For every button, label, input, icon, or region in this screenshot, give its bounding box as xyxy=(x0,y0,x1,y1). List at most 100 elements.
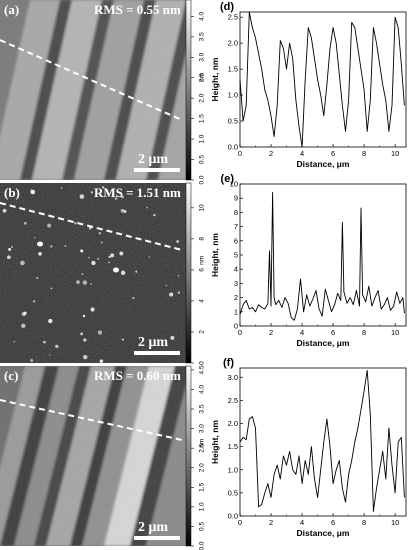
particle xyxy=(20,260,25,266)
height-profile-line xyxy=(239,11,405,148)
x-tick-label: 2 xyxy=(269,328,273,337)
x-tick-label: 4 xyxy=(300,328,304,337)
colorbar-tick-label: 2.0 xyxy=(199,93,206,102)
x-tick-label: 0 xyxy=(238,518,242,527)
particle xyxy=(108,255,111,259)
particle xyxy=(82,314,86,318)
particle xyxy=(36,276,39,280)
afm-image-b xyxy=(0,183,186,363)
y-tick-label: 2.5 xyxy=(228,13,238,22)
colorbar-tick-label: 2.0 xyxy=(199,463,206,472)
particle xyxy=(48,354,51,356)
scale-bar-c xyxy=(134,536,180,540)
colorbar-tick-label: 2 xyxy=(199,330,206,334)
colorbar-unit: nm xyxy=(199,439,206,448)
panel-label-c: (c) xyxy=(4,368,18,383)
colorbar-tick-label: 0.5 xyxy=(199,155,206,164)
panel-label-a: (a) xyxy=(4,2,19,17)
chart-f: (f) 0 2 4 6 8 10 0.0 0.5 1.0 1.5 2.0 2.5 3.0 Distance,… xyxy=(210,357,407,538)
particle xyxy=(37,241,43,247)
particle xyxy=(90,191,93,194)
x-tick-label: 8 xyxy=(362,328,366,337)
y-tick-label: 3 xyxy=(234,279,238,288)
y-tick-label: 1.0 xyxy=(228,91,238,100)
colorbar-tick-label: 0.0 xyxy=(199,541,206,550)
particle xyxy=(33,300,36,303)
scale-bar-b xyxy=(134,351,180,355)
panel-label-b: (b) xyxy=(4,185,20,200)
profile-line-a xyxy=(0,39,183,121)
profile-line-b xyxy=(0,202,183,251)
particle xyxy=(120,208,125,213)
y-tick-label: 1 xyxy=(234,307,238,316)
y-axis-label: Height, nm xyxy=(210,420,220,464)
particle xyxy=(177,274,180,277)
y-tick-label: 6 xyxy=(234,236,238,245)
colorbar-tick-label: 4 xyxy=(199,299,206,303)
particle xyxy=(121,338,124,341)
colorbar-tick-label: 1.5 xyxy=(199,114,206,123)
particle xyxy=(30,188,33,191)
particle xyxy=(135,270,138,273)
y-tick-label: 2.0 xyxy=(228,419,238,428)
particle xyxy=(120,195,124,199)
y-tick-label: 0.0 xyxy=(228,143,238,152)
x-tick-label: 4 xyxy=(300,518,304,527)
particle xyxy=(91,260,96,266)
y-tick-label: 0 xyxy=(234,322,238,331)
rms-label-b: RMS = 1.51 nm xyxy=(94,185,181,200)
y-axis-label: Height, nm xyxy=(210,233,220,277)
x-tick-label: 10 xyxy=(391,149,399,158)
x-tick-label: 10 xyxy=(391,518,399,527)
particle xyxy=(80,249,84,253)
particle xyxy=(82,280,88,285)
scale-bar-label-a: 2 μm xyxy=(138,152,168,167)
y-tick-label: 8 xyxy=(234,208,238,217)
x-tick-label: 8 xyxy=(362,518,366,527)
panel-label: (d) xyxy=(220,1,234,13)
particle xyxy=(79,194,85,199)
colorbar-tick-label: 2.5 xyxy=(199,443,206,452)
panel-label: (f) xyxy=(223,357,234,369)
y-tick-label: 7 xyxy=(234,222,238,231)
particle xyxy=(50,245,53,248)
chart-e: (e) 0 2 4 6 8 10 0 1 2 3 4 5 6 7 8 9 10 Distance, μm Height… xyxy=(210,173,407,348)
y-tick-label: 10 xyxy=(230,180,238,189)
colorbar-a xyxy=(185,0,192,181)
afm-image-a xyxy=(0,0,186,180)
x-tick-label: 6 xyxy=(331,149,335,158)
particle xyxy=(7,255,11,260)
particle xyxy=(47,223,52,228)
particle xyxy=(99,359,104,363)
y-tick-label: 0.0 xyxy=(228,512,238,521)
colorbar-unit: nm xyxy=(199,256,206,265)
x-tick-label: 6 xyxy=(331,328,335,337)
colorbar-tick-label: 4.5 xyxy=(199,365,206,374)
x-tick-label: 6 xyxy=(331,518,335,527)
particle xyxy=(119,251,124,256)
colorbar-tick-label: 3.5 xyxy=(199,404,206,413)
particle xyxy=(30,189,36,195)
particle xyxy=(88,257,90,259)
particle xyxy=(98,232,102,235)
profile-line-c xyxy=(0,399,183,441)
particle xyxy=(120,270,126,276)
particle xyxy=(90,307,95,312)
y-tick-label: 2.0 xyxy=(228,39,238,48)
particle xyxy=(8,247,12,251)
particle xyxy=(97,258,100,260)
x-tick-label: 0 xyxy=(238,149,242,158)
colorbar-tick-label: 2.5 xyxy=(199,73,206,82)
y-tick-label: 1.0 xyxy=(228,465,238,474)
colorbar-unit: nm xyxy=(199,73,206,82)
particle xyxy=(76,280,80,284)
particle xyxy=(2,208,7,213)
particle xyxy=(13,340,16,343)
particle xyxy=(153,213,156,217)
particle xyxy=(176,240,180,243)
x-tick-label: 4 xyxy=(300,149,304,158)
particle xyxy=(114,197,118,200)
y-tick-label: 1.5 xyxy=(228,442,238,451)
y-tick-label: 3.0 xyxy=(228,373,238,382)
